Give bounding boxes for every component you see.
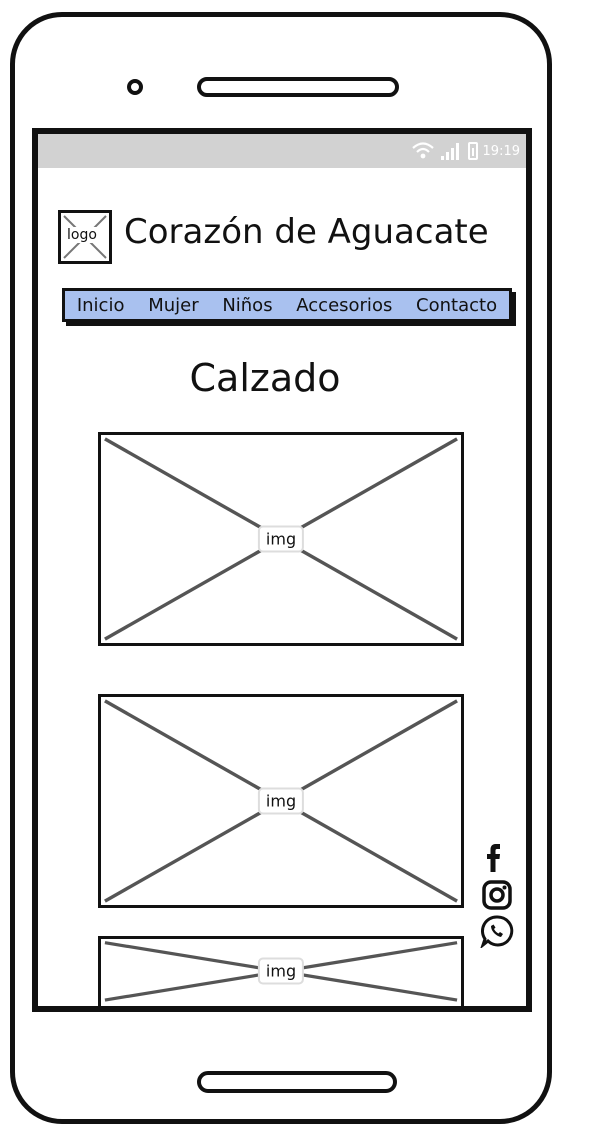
speaker-slot bbox=[197, 77, 399, 97]
nav-item-accesorios[interactable]: Accesorios bbox=[296, 294, 393, 316]
image-label: img bbox=[257, 957, 305, 985]
image-label: img bbox=[257, 525, 305, 553]
logo-label: logo bbox=[65, 227, 99, 243]
product-image-3[interactable]: img bbox=[98, 936, 464, 1006]
signal-icon bbox=[440, 143, 459, 160]
whatsapp-icon bbox=[479, 915, 514, 950]
facebook-icon bbox=[487, 844, 500, 872]
logo[interactable]: logo bbox=[58, 210, 112, 264]
instagram-link[interactable] bbox=[480, 878, 514, 912]
wifi-icon bbox=[411, 142, 434, 159]
nav-item-inicio[interactable]: Inicio bbox=[76, 294, 125, 316]
nav-item-ninos[interactable]: Niños bbox=[222, 294, 273, 316]
nav-item-mujer[interactable]: Mujer bbox=[148, 294, 199, 316]
camera-icon bbox=[127, 79, 143, 95]
product-image-2[interactable]: img bbox=[98, 694, 464, 908]
facebook-link[interactable] bbox=[480, 840, 514, 874]
whatsapp-link[interactable] bbox=[479, 914, 514, 950]
battery-icon bbox=[467, 142, 478, 160]
main-nav: Inicio Mujer Niños Accesorios Contacto bbox=[62, 288, 512, 322]
status-icons: 19:19 bbox=[411, 141, 520, 161]
home-button[interactable] bbox=[197, 1071, 397, 1093]
nav-item-contacto[interactable]: Contacto bbox=[416, 294, 498, 316]
image-label: img bbox=[257, 787, 305, 815]
status-time: 19:19 bbox=[482, 143, 520, 159]
instagram-icon bbox=[482, 880, 512, 910]
status-bar: 19:19 bbox=[38, 134, 526, 168]
phone-screen: 19:19 logo Corazón de Aguacate Inicio Mu… bbox=[32, 128, 532, 1012]
product-image-1[interactable]: img bbox=[98, 432, 464, 646]
section-title: Calzado bbox=[189, 356, 341, 400]
site-title: Corazón de Aguacate bbox=[124, 212, 489, 252]
